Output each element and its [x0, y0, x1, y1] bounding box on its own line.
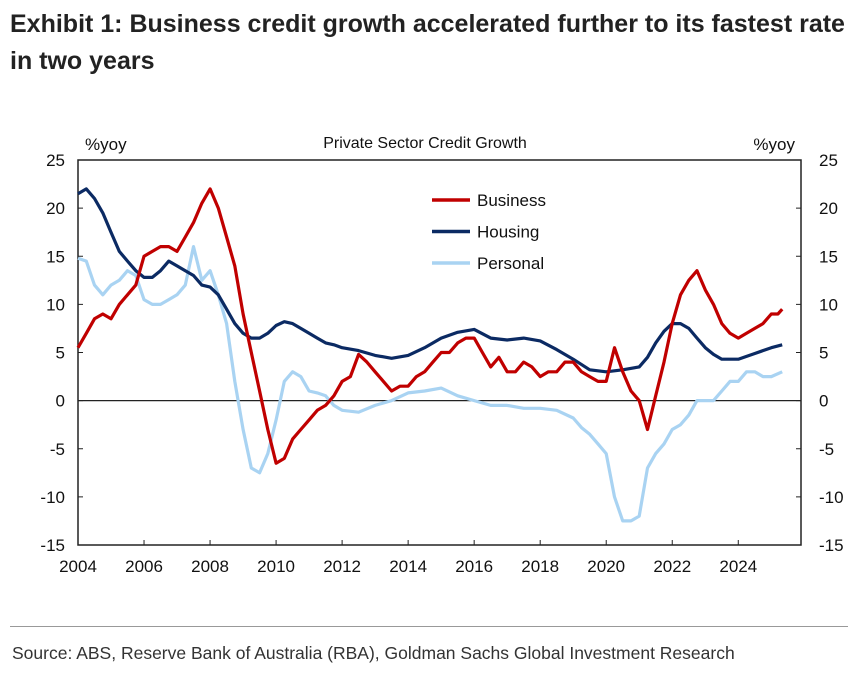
series-line-housing	[77, 187, 783, 374]
divider	[10, 626, 848, 627]
left-y-tick-label: -15	[40, 536, 65, 555]
legend-label-housing: Housing	[477, 223, 539, 242]
series-line-personal	[77, 245, 783, 523]
right-y-tick-label: 15	[819, 247, 838, 266]
x-tick-label: 2004	[59, 557, 97, 576]
legend-label-personal: Personal	[477, 254, 544, 273]
right-y-tick-label: 10	[819, 295, 838, 314]
legend-label-business: Business	[477, 191, 546, 210]
x-tick-label: 2010	[257, 557, 295, 576]
right-y-tick-label: 0	[819, 392, 828, 411]
left-y-tick-label: 5	[56, 344, 65, 363]
left-y-tick-label: 10	[46, 295, 65, 314]
exhibit-title: Exhibit 1: Business credit growth accele…	[10, 10, 845, 75]
left-y-tick-label: 20	[46, 199, 65, 218]
right-y-tick-label: 20	[819, 199, 838, 218]
right-y-tick-label: -5	[819, 440, 834, 459]
x-tick-label: 2018	[521, 557, 559, 576]
left-axis-label: %yoy	[85, 135, 127, 154]
series-line-business	[76, 187, 784, 465]
left-y-tick-label: -10	[40, 488, 65, 507]
x-tick-label: 2022	[653, 557, 691, 576]
x-tick-label: 2020	[587, 557, 625, 576]
x-tick-label: 2012	[323, 557, 361, 576]
left-y-tick-label: 15	[46, 247, 65, 266]
source-note: Source: ABS, Reserve Bank of Australia (…	[12, 643, 735, 663]
left-y-tick-label: -5	[50, 440, 65, 459]
left-y-tick-label: 25	[46, 151, 65, 170]
right-y-tick-label: -10	[819, 488, 844, 507]
x-tick-label: 2016	[455, 557, 493, 576]
chart-title: Private Sector Credit Growth	[323, 135, 527, 152]
x-tick-label: 2006	[125, 557, 163, 576]
right-y-tick-label: 25	[819, 151, 838, 170]
right-y-tick-label: 5	[819, 344, 828, 363]
x-tick-label: 2008	[191, 557, 229, 576]
left-y-tick-label: 0	[56, 392, 65, 411]
right-axis-label: %yoy	[753, 135, 795, 154]
x-tick-label: 2024	[719, 557, 757, 576]
right-y-tick-label: -15	[819, 536, 844, 555]
x-tick-label: 2014	[389, 557, 427, 576]
